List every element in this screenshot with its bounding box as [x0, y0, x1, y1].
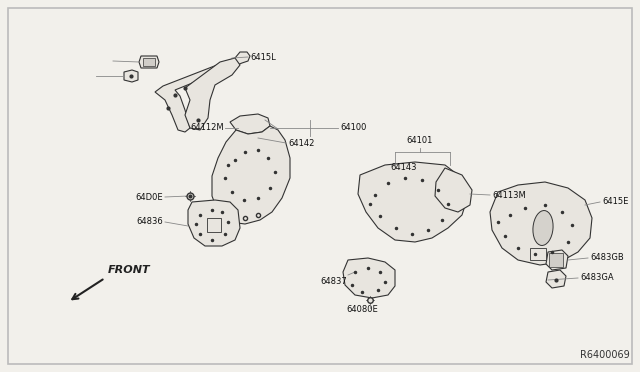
- Text: 6483GB: 6483GB: [590, 253, 624, 263]
- Polygon shape: [124, 70, 138, 82]
- Polygon shape: [230, 114, 270, 134]
- Text: 64143: 64143: [390, 164, 417, 173]
- Polygon shape: [185, 58, 240, 130]
- Text: 64113M: 64113M: [492, 190, 525, 199]
- Text: 64080E: 64080E: [346, 305, 378, 314]
- Polygon shape: [490, 182, 592, 265]
- Polygon shape: [546, 270, 566, 288]
- Text: 6415L: 6415L: [250, 52, 276, 61]
- Ellipse shape: [533, 211, 553, 246]
- Polygon shape: [358, 162, 468, 242]
- Text: 64836: 64836: [136, 218, 163, 227]
- Polygon shape: [188, 200, 240, 246]
- Text: 6483GA: 6483GA: [580, 273, 614, 282]
- Text: R6400069: R6400069: [580, 350, 630, 360]
- Polygon shape: [212, 126, 290, 224]
- Bar: [143, 58, 155, 66]
- Text: FRONT: FRONT: [108, 265, 150, 275]
- Text: 6415E: 6415E: [602, 198, 628, 206]
- Text: 64100: 64100: [340, 124, 366, 132]
- Bar: [207, 218, 221, 232]
- Bar: [549, 253, 563, 267]
- Polygon shape: [546, 250, 568, 270]
- Text: 64112M: 64112M: [190, 124, 224, 132]
- Bar: [530, 248, 546, 260]
- Polygon shape: [343, 258, 395, 298]
- Text: 64101: 64101: [407, 136, 433, 145]
- Polygon shape: [435, 168, 472, 212]
- Polygon shape: [155, 52, 250, 132]
- Text: 64D0E: 64D0E: [136, 192, 163, 202]
- Text: 64142: 64142: [288, 138, 314, 148]
- Polygon shape: [139, 56, 159, 68]
- Text: 64837: 64837: [320, 276, 347, 285]
